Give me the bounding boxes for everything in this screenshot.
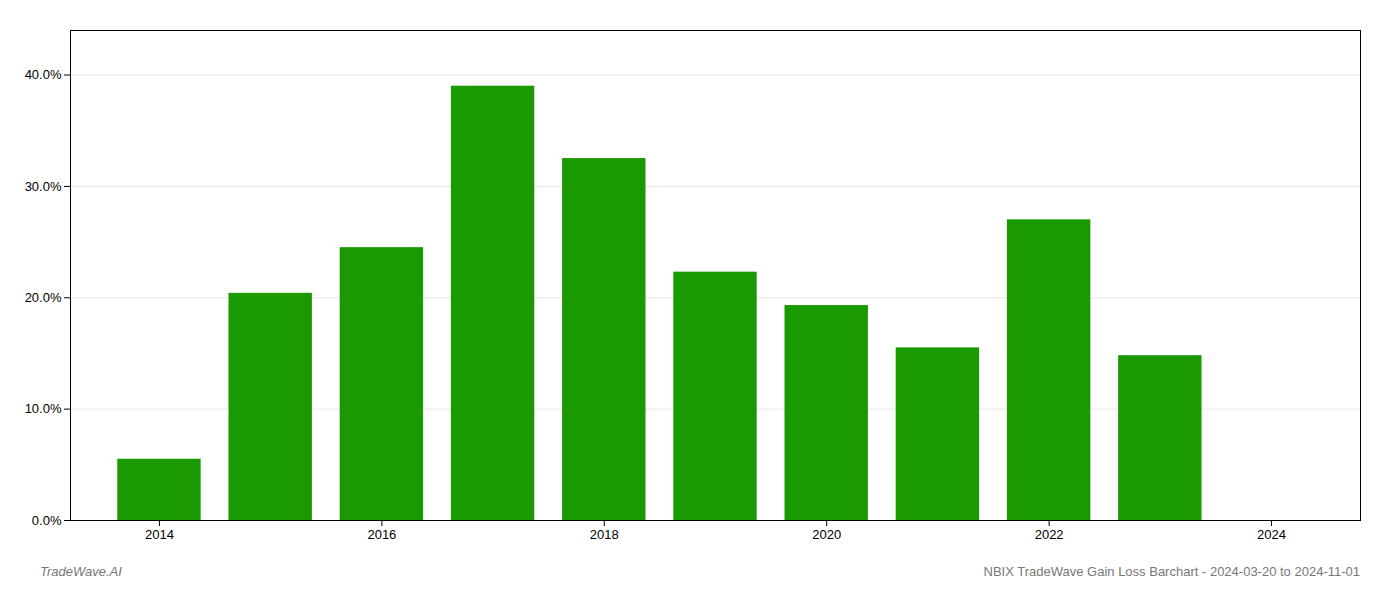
svg-text:20.0%: 20.0% (25, 290, 62, 305)
svg-text:2020: 2020 (812, 527, 841, 542)
svg-text:2024: 2024 (1257, 527, 1286, 542)
html-text:TradeWave.AI: TradeWave.AI (40, 564, 122, 579)
svg-text:2022: 2022 (1035, 527, 1064, 542)
svg-text:0.0%: 0.0% (32, 513, 62, 528)
svg-text:10.0%: 10.0% (25, 401, 62, 416)
svg-text:2018: 2018 (590, 527, 619, 542)
html-text:NBIX TradeWave Gain Loss Barch: NBIX TradeWave Gain Loss Barchart - 2024… (983, 564, 1360, 579)
svg-text:2014: 2014 (145, 527, 174, 542)
svg-text:40.0%: 40.0% (25, 67, 62, 82)
svg-text:2016: 2016 (367, 527, 396, 542)
svg-text:30.0%: 30.0% (25, 179, 62, 194)
